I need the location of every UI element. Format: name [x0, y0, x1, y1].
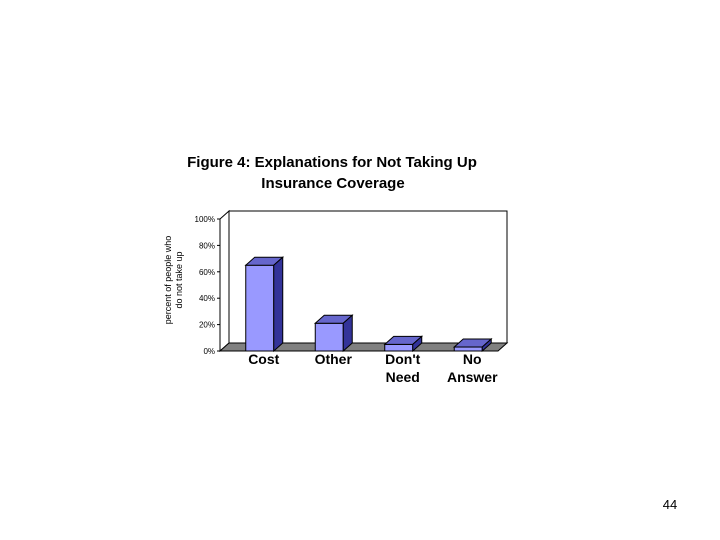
- bars: [244, 256, 493, 353]
- bar-side: [481, 337, 492, 353]
- bar-side: [342, 314, 353, 353]
- y-tick-label: 100%: [195, 215, 215, 224]
- category-label: Other: [315, 351, 353, 367]
- bar-front: [314, 322, 344, 352]
- y-tick-label: 60%: [199, 268, 215, 277]
- page-number: 44: [662, 497, 678, 512]
- chart-title: Figure 4: Explanations for Not Taking Up…: [187, 154, 477, 192]
- bar-front: [245, 264, 275, 352]
- category-label: No: [463, 351, 482, 367]
- category-label: Answer: [447, 369, 498, 385]
- chart-title-line: Insurance Coverage: [261, 175, 404, 192]
- category-label: Don't: [385, 351, 421, 367]
- bar-front: [384, 343, 414, 352]
- y-axis-label: percent of people who do not take up: [163, 236, 184, 325]
- bar-side: [273, 256, 284, 353]
- y-tick-label: 80%: [199, 241, 215, 250]
- bar-side: [412, 335, 423, 353]
- bar: [313, 314, 354, 353]
- y-tick-label: 40%: [199, 294, 215, 303]
- bar: [452, 337, 493, 353]
- chart-title-line: Figure 4: Explanations for Not Taking Up: [187, 154, 477, 171]
- x-category-labels: Cost Other Don't Need No Answer: [248, 351, 498, 385]
- y-axis-label-line: percent of people who: [163, 236, 173, 325]
- category-label: Need: [386, 369, 420, 385]
- y-axis-label-line: do not take up: [174, 251, 184, 308]
- y-tick-label: 0%: [203, 347, 215, 356]
- category-label: Cost: [248, 351, 279, 367]
- bar: [244, 256, 285, 353]
- side-wall: [219, 209, 230, 353]
- y-tick-labels: 0% 20% 40% 60% 80% 100%: [195, 215, 220, 356]
- bar: [383, 335, 424, 353]
- y-tick-label: 20%: [199, 321, 215, 330]
